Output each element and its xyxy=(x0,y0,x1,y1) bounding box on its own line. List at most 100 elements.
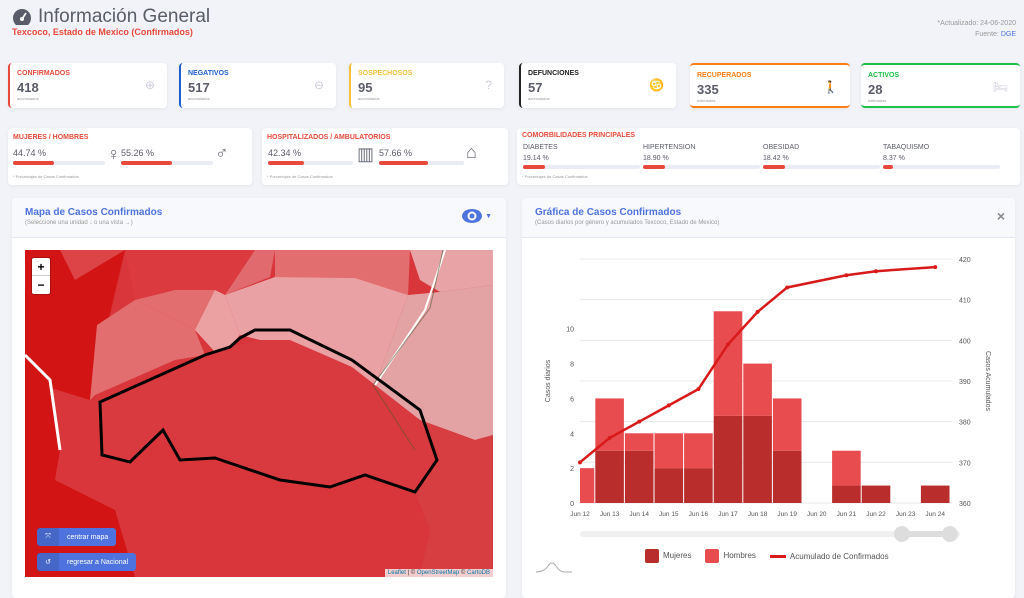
map-polygons xyxy=(25,250,493,577)
women-pct: 44.74 % xyxy=(13,148,47,158)
gender-card: MUJERES / HOMBRES 44.74 % ♀ 55.26 % ♂ * … xyxy=(8,128,252,185)
chart-panel: Gráfica de Casos Confirmados (Casos diari… xyxy=(522,198,1015,598)
stat-label: DEFUNCIONES xyxy=(528,70,579,77)
comorbidity-name: DIABETES xyxy=(523,144,558,151)
bar-mujeres xyxy=(654,468,684,503)
y2-tick-label: 420 xyxy=(959,257,971,264)
bar-hombres xyxy=(772,398,802,451)
leaflet-link[interactable]: Leaflet xyxy=(387,570,406,576)
stat-sub: acumulados xyxy=(188,96,210,101)
hospital-label: HOSPITALIZADOS / AMBULATORIOS xyxy=(267,134,391,141)
bar-hombres xyxy=(684,433,713,469)
stat-value: 57 xyxy=(528,80,543,95)
source-link[interactable]: DGE xyxy=(1000,31,1016,38)
view-selector[interactable]: ▼ xyxy=(461,208,492,224)
x-tick-label: Jun 13 xyxy=(600,511,620,518)
hospital-icon: ▥ xyxy=(357,144,375,164)
bar-hombres xyxy=(713,311,743,416)
x-tick-label: Jun 17 xyxy=(718,511,738,518)
return-national-button[interactable]: ↺ regresar a Nacional xyxy=(37,553,137,571)
gender-label: MUJERES / HOMBRES xyxy=(13,134,89,141)
comorbidity-pct: 18.42 % xyxy=(763,155,789,162)
stat-card-recuperados: RECUPERADOS 335 estimados 🚶 xyxy=(690,63,850,108)
x-tick-label: Jun 19 xyxy=(777,511,797,518)
stat-sub: acumulados xyxy=(358,96,380,101)
cumulative-point xyxy=(844,273,849,278)
comorbidity-pct: 18.90 % xyxy=(643,155,669,162)
legend-hombres[interactable]: Hombres xyxy=(705,549,756,563)
range-handle-left[interactable] xyxy=(894,526,910,542)
men-bar xyxy=(121,161,213,165)
title-text: Información General xyxy=(38,6,211,27)
ribbon-icon: ♋ xyxy=(649,78,664,92)
range-handle-right[interactable] xyxy=(942,526,958,542)
return-national-label: regresar a Nacional xyxy=(67,558,129,566)
stat-value: 95 xyxy=(358,80,373,95)
stat-sub: estimados xyxy=(697,98,716,103)
stat-card-confirmados: CONFIRMADOS 418 acumulados ⊕ xyxy=(8,63,167,108)
comorbidity-bar xyxy=(523,165,640,169)
stat-sub: acumulados xyxy=(17,96,39,101)
bar-hombres xyxy=(743,363,772,416)
x-tick-label: Jun 23 xyxy=(896,511,916,518)
x-tick-label: Jun 12 xyxy=(570,511,590,518)
range-scrollbar[interactable] xyxy=(580,531,960,537)
legend-acumulado[interactable]: Acumulado de Confirmados xyxy=(769,552,889,561)
y2-tick-label: 390 xyxy=(959,379,971,386)
stat-card-negativos: NEGATIVOS 517 acumulados ⊖ xyxy=(179,63,336,108)
y-tick-label: 8 xyxy=(570,362,574,369)
osm-link[interactable]: OpenStreetMap xyxy=(416,570,460,576)
page-subtitle: Texcoco, Estado de Mexico (Confirmados) xyxy=(12,27,193,37)
men-pct: 55.26 % xyxy=(121,148,155,158)
question-circle-icon: ? xyxy=(485,78,492,92)
stat-label: CONFIRMADOS xyxy=(17,70,70,77)
y2-tick-label: 370 xyxy=(959,460,971,467)
bar-mujeres xyxy=(743,415,772,503)
attr-sep: | © xyxy=(405,570,417,576)
stat-label: ACTIVOS xyxy=(868,72,900,79)
zoom-control: + − xyxy=(32,258,50,294)
chart-logo-icon xyxy=(536,562,572,573)
chart-title: Gráfica de Casos Confirmados xyxy=(535,207,682,218)
close-button[interactable]: × xyxy=(996,208,1005,224)
bar-mujeres xyxy=(713,415,743,503)
hosp-pct: 42.34 % xyxy=(268,148,302,158)
source-label: Fuente: xyxy=(975,31,999,38)
y-tick-label: 0 xyxy=(570,501,574,508)
legend-mujeres[interactable]: Mujeres xyxy=(645,549,691,563)
zoom-in-button[interactable]: + xyxy=(32,258,50,276)
cumulative-point xyxy=(874,269,878,274)
y2-axis-label: Casos Acumulados xyxy=(984,351,991,411)
update-info: *Actualizado: 24-06-2020 Fuente: DGE xyxy=(937,18,1016,40)
cumulative-point xyxy=(785,285,790,290)
center-map-button[interactable]: ⤧ centrar mapa xyxy=(37,528,117,546)
gender-note: * Porcentajes de Casos Confirmados xyxy=(13,174,79,179)
comorbidity-name: TABAQUISMO xyxy=(883,144,930,151)
carto-link[interactable]: CartoDB xyxy=(466,570,490,576)
comorbidity-pct: 19.14 % xyxy=(523,155,549,162)
zoom-out-button[interactable]: − xyxy=(37,278,45,292)
stat-card-activos: ACTIVOS 28 estimados 🛏 xyxy=(861,63,1020,108)
stat-card-sospechosos: SOSPECHOSOS 95 acumulados? xyxy=(349,63,504,108)
range-scrollbar-thumb[interactable] xyxy=(902,531,957,537)
stat-value: 28 xyxy=(868,82,883,97)
bar-mujeres xyxy=(861,485,891,503)
cumulative-point xyxy=(696,387,701,392)
bar-mujeres xyxy=(920,485,950,503)
stat-value: 418 xyxy=(17,80,39,95)
comorbidities-note: * Porcentajes de Casos Confirmados xyxy=(522,174,588,179)
comorbidity-name: OBESIDAD xyxy=(763,144,800,151)
amb-bar xyxy=(379,161,464,165)
walking-icon: 🚶 xyxy=(823,80,838,94)
cumulative-point xyxy=(933,265,938,270)
cumulative-point xyxy=(607,435,612,440)
x-tick-label: Jun 14 xyxy=(629,511,649,518)
cumulative-point xyxy=(637,419,642,424)
bar-mujeres xyxy=(772,450,802,503)
cumulative-point xyxy=(666,403,671,408)
x-tick-label: Jun 22 xyxy=(866,511,886,518)
bar-mujeres xyxy=(595,450,624,503)
updated-text: *Actualizado: 24-06-2020 xyxy=(937,20,1016,27)
map[interactable]: + − ⤧ centrar mapa ↺ regresar a Nacional Le… xyxy=(25,250,493,577)
attr-sep2: © xyxy=(459,570,467,576)
